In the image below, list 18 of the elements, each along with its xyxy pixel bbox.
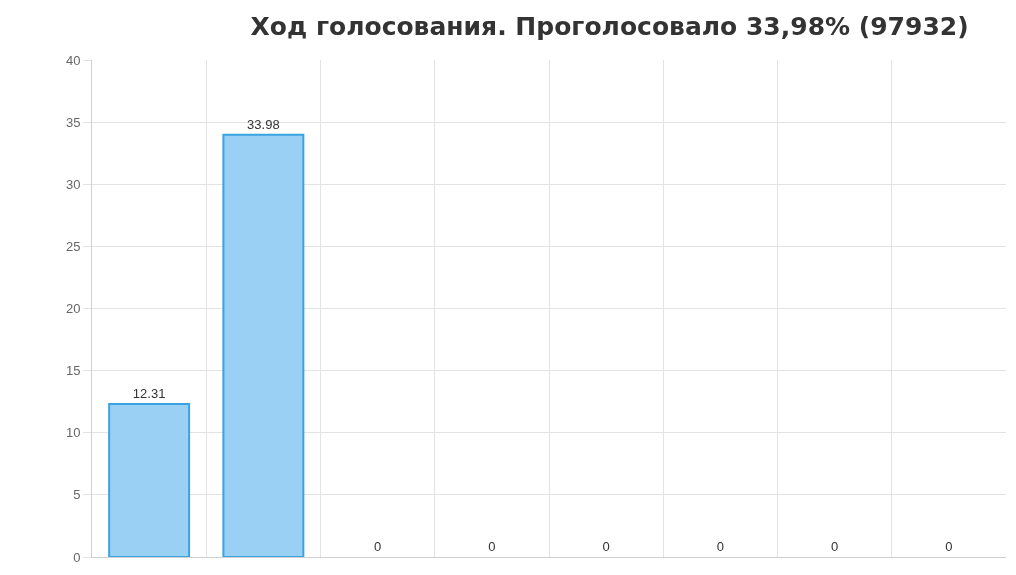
- data-label: 0: [602, 539, 610, 554]
- y-tick-label: 40: [65, 52, 81, 68]
- data-label: 12.31: [132, 386, 166, 402]
- chart-title: Ход голосования. Проголосовало 33,98% (97932): [250, 11, 969, 41]
- data-label: 0: [488, 539, 496, 554]
- data-label: 0: [374, 539, 382, 554]
- data-label: 0: [716, 539, 724, 554]
- y-tick-label: 15: [65, 363, 81, 379]
- y-tick-label: 20: [65, 301, 81, 317]
- y-tick-label: 25: [65, 238, 81, 254]
- data-label: 0: [945, 539, 953, 554]
- data-label: 0: [831, 539, 839, 554]
- y-tick-label: 5: [73, 487, 81, 503]
- y-tick-label: 0: [73, 549, 81, 565]
- y-tick-label: 10: [65, 425, 81, 441]
- y-tick-label: 35: [65, 114, 81, 130]
- y-tick-label: 30: [65, 176, 81, 192]
- data-label: 33.98: [247, 116, 280, 132]
